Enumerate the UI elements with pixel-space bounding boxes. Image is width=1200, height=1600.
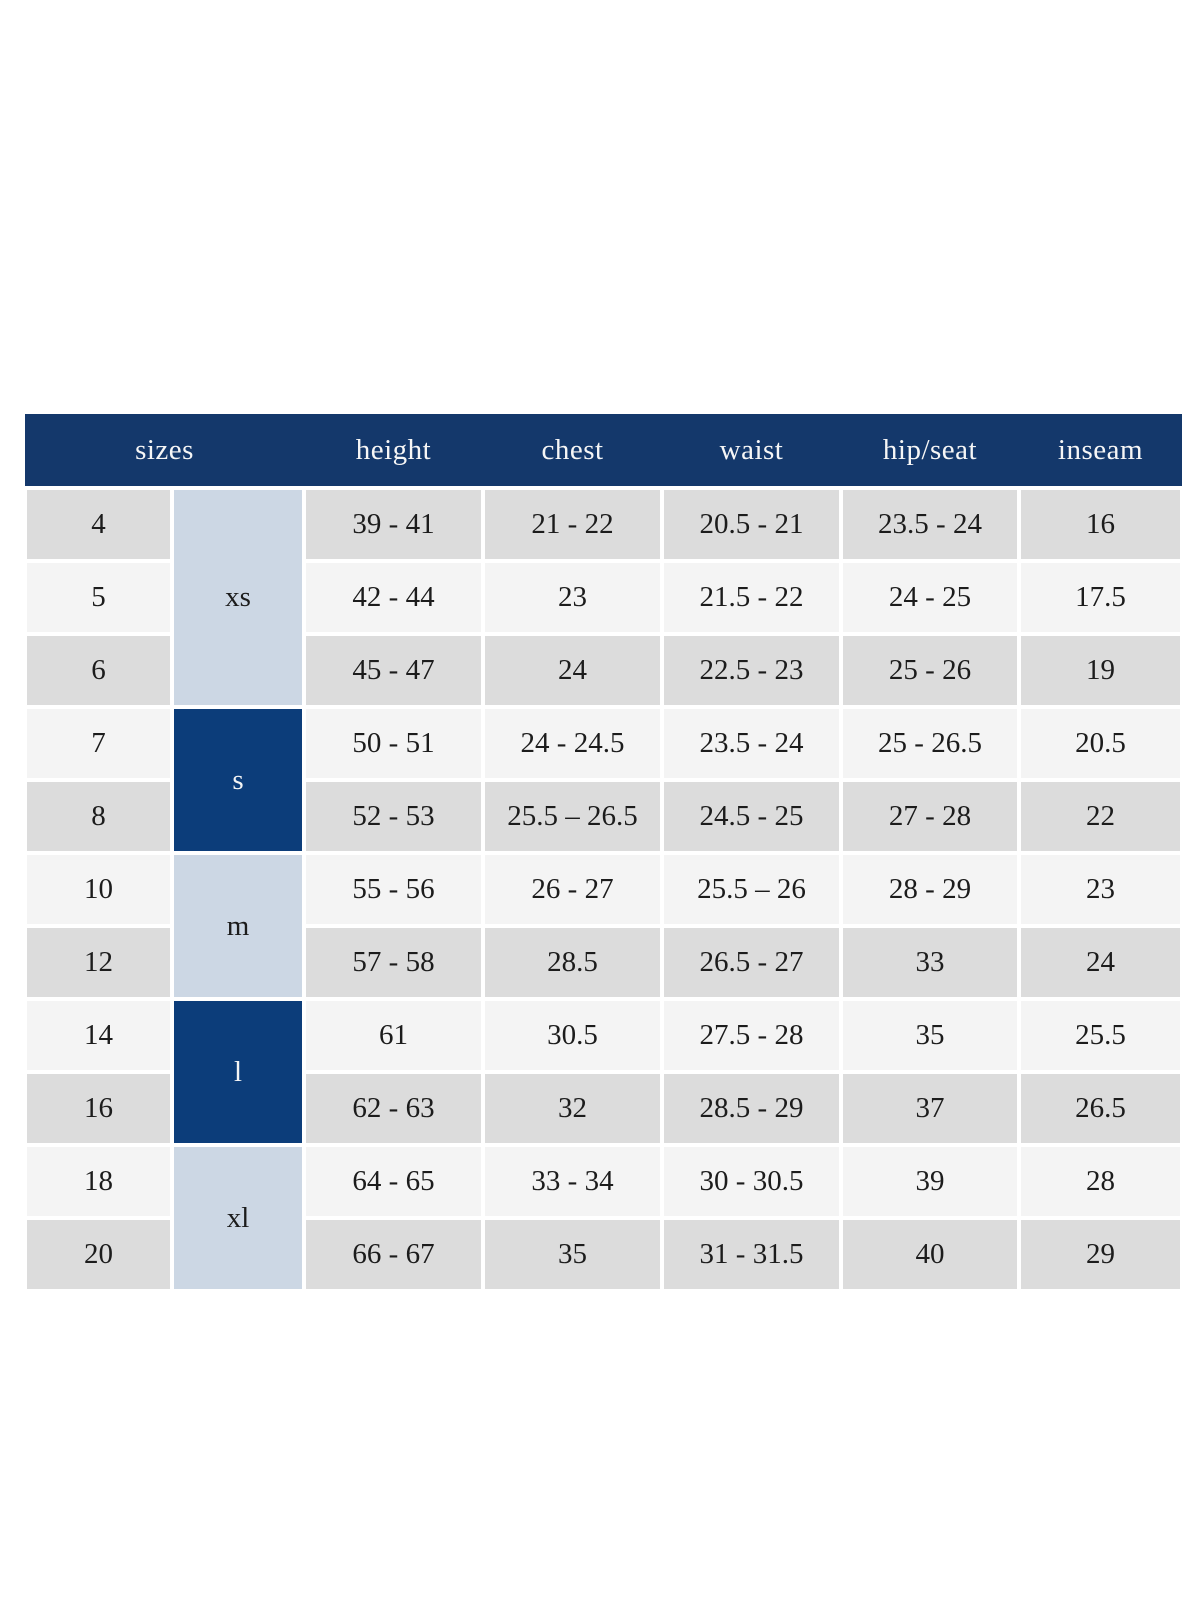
chest-cell: 24 - 24.5	[481, 705, 664, 782]
chest-cell: 25.5 – 26.5	[481, 778, 664, 855]
hip-seat-cell: 33	[839, 924, 1021, 1001]
chest-cell: 32	[481, 1070, 664, 1147]
inseam-cell: 28	[1017, 1143, 1184, 1220]
waist-cell: 22.5 - 23	[660, 632, 843, 709]
size-cell: 6	[23, 632, 174, 709]
column-header-inseam: inseam	[1019, 414, 1182, 488]
inseam-cell: 26.5	[1017, 1070, 1184, 1147]
height-cell: 42 - 44	[302, 559, 485, 636]
waist-cell: 31 - 31.5	[660, 1216, 843, 1293]
table-row-size-18: 18 xl 64 - 65 33 - 34 30 - 30.5 39 28	[23, 1143, 1184, 1293]
height-cell: 61	[302, 997, 485, 1074]
hip-seat-cell: 23.5 - 24	[839, 486, 1021, 563]
height-cell: 52 - 53	[302, 778, 485, 855]
size-cell: 14	[23, 997, 174, 1074]
height-cell: 45 - 47	[302, 632, 485, 709]
size-cell: 5	[23, 559, 174, 636]
chest-cell: 35	[481, 1216, 664, 1293]
size-group-cell-xs: xs	[170, 486, 306, 709]
size-cell: 12	[23, 924, 174, 1001]
height-cell: 50 - 51	[302, 705, 485, 782]
size-cell: 8	[23, 778, 174, 855]
chest-cell: 26 - 27	[481, 851, 664, 928]
waist-cell: 24.5 - 25	[660, 778, 843, 855]
column-header-chest: chest	[483, 414, 662, 488]
inseam-cell: 29	[1017, 1216, 1184, 1293]
hip-seat-cell: 35	[839, 997, 1021, 1074]
waist-cell: 30 - 30.5	[660, 1143, 843, 1220]
chest-cell: 23	[481, 559, 664, 636]
size-cell: 20	[23, 1216, 174, 1293]
waist-cell: 25.5 – 26	[660, 851, 843, 928]
inseam-cell: 22	[1017, 778, 1184, 855]
table-row-size-14: 14 l 61 30.5 27.5 - 28 35 25.5	[23, 997, 1184, 1147]
column-header-waist: waist	[662, 414, 841, 488]
height-cell: 39 - 41	[302, 486, 485, 563]
waist-cell: 21.5 - 22	[660, 559, 843, 636]
waist-cell: 26.5 - 27	[660, 924, 843, 1001]
column-header-sizes: sizes	[25, 414, 304, 488]
hip-seat-cell: 27 - 28	[839, 778, 1021, 855]
inseam-cell: 17.5	[1017, 559, 1184, 636]
size-cell: 7	[23, 705, 174, 782]
table-row-size-6: 6 45 - 47 24 22.5 - 23 25 - 26 19	[23, 632, 1184, 709]
hip-seat-cell: 37	[839, 1070, 1021, 1147]
waist-cell: 20.5 - 21	[660, 486, 843, 563]
chest-cell: 21 - 22	[481, 486, 664, 563]
hip-seat-cell: 24 - 25	[839, 559, 1021, 636]
size-cell: 18	[23, 1143, 174, 1220]
size-chart: sizes height chest waist hip/seat inseam…	[23, 414, 1184, 1293]
hip-seat-cell: 25 - 26.5	[839, 705, 1021, 782]
column-header-height: height	[304, 414, 483, 488]
height-cell: 66 - 67	[302, 1216, 485, 1293]
waist-cell: 28.5 - 29	[660, 1070, 843, 1147]
hip-seat-cell: 40	[839, 1216, 1021, 1293]
table-row-size-4: 4 xs 39 - 41 21 - 22 20.5 - 21 23.5 - 24…	[23, 486, 1184, 709]
size-cell: 10	[23, 851, 174, 928]
table-row-size-5: 5 42 - 44 23 21.5 - 22 24 - 25 17.5	[23, 559, 1184, 636]
inseam-cell: 24	[1017, 924, 1184, 1001]
hip-seat-cell: 39	[839, 1143, 1021, 1220]
size-group-cell-xl: xl	[170, 1143, 306, 1293]
height-cell: 55 - 56	[302, 851, 485, 928]
chest-cell: 30.5	[481, 997, 664, 1074]
table-row-size-16: 16 62 - 63 32 28.5 - 29 37 26.5	[23, 1070, 1184, 1147]
chest-cell: 33 - 34	[481, 1143, 664, 1220]
size-group-cell-m: m	[170, 851, 306, 1001]
inseam-cell: 16	[1017, 486, 1184, 563]
hip-seat-cell: 25 - 26	[839, 632, 1021, 709]
chest-cell: 28.5	[481, 924, 664, 1001]
inseam-cell: 25.5	[1017, 997, 1184, 1074]
table-row-size-8: 8 52 - 53 25.5 – 26.5 24.5 - 25 27 - 28 …	[23, 778, 1184, 855]
inseam-cell: 23	[1017, 851, 1184, 928]
size-group-cell-l: l	[170, 997, 306, 1147]
table-row-size-10: 10 m 55 - 56 26 - 27 25.5 – 26 28 - 29 2…	[23, 851, 1184, 1001]
table-row-size-12: 12 57 - 58 28.5 26.5 - 27 33 24	[23, 924, 1184, 1001]
height-cell: 57 - 58	[302, 924, 485, 1001]
waist-cell: 23.5 - 24	[660, 705, 843, 782]
table-row-size-20: 20 66 - 67 35 31 - 31.5 40 29	[23, 1216, 1184, 1293]
table-row-size-7: 7 s 50 - 51 24 - 24.5 23.5 - 24 25 - 26.…	[23, 705, 1184, 855]
chest-cell: 24	[481, 632, 664, 709]
inseam-cell: 20.5	[1017, 705, 1184, 782]
waist-cell: 27.5 - 28	[660, 997, 843, 1074]
column-header-hip-seat: hip/seat	[841, 414, 1019, 488]
inseam-cell: 19	[1017, 632, 1184, 709]
height-cell: 64 - 65	[302, 1143, 485, 1220]
header-row: sizes height chest waist hip/seat inseam	[25, 414, 1182, 488]
size-chart-table: sizes height chest waist hip/seat inseam…	[23, 414, 1184, 1293]
size-cell: 16	[23, 1070, 174, 1147]
hip-seat-cell: 28 - 29	[839, 851, 1021, 928]
size-group-cell-s: s	[170, 705, 306, 855]
size-cell: 4	[23, 486, 174, 563]
height-cell: 62 - 63	[302, 1070, 485, 1147]
